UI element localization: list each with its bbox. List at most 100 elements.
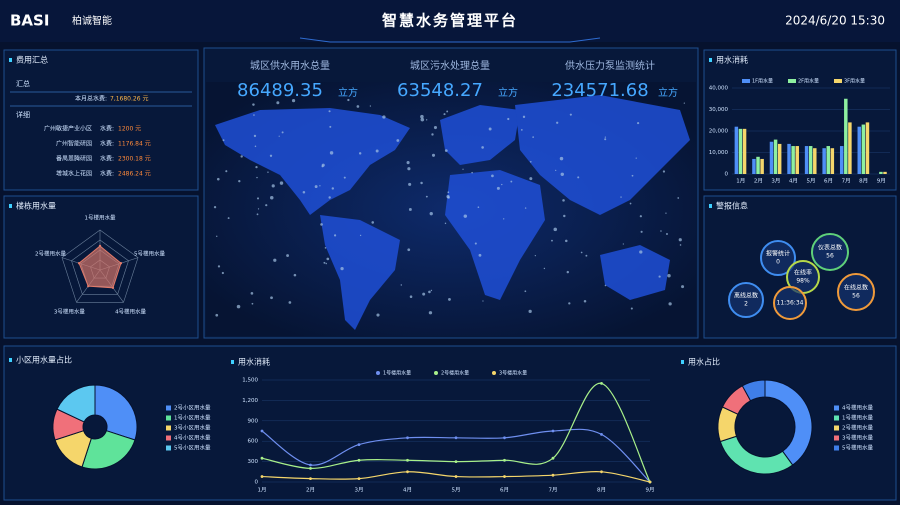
- map-dot: [328, 110, 331, 113]
- legend-swatch: [834, 425, 839, 431]
- bar: [756, 156, 760, 174]
- map-dot: [216, 177, 220, 181]
- legend-label: 3F用水量: [844, 78, 865, 85]
- bar: [777, 143, 782, 174]
- x-tick-label: 6月: [500, 487, 509, 494]
- map-dot: [314, 185, 318, 189]
- x-tick-label: 8月: [597, 487, 606, 494]
- stat-label: 城区污水处理总量: [410, 59, 490, 72]
- bar: [822, 148, 826, 174]
- bubble-label: 报警统计: [766, 250, 790, 258]
- map-dot: [524, 290, 527, 293]
- x-tick-label: 7月: [842, 178, 851, 185]
- map-dot: [321, 165, 324, 168]
- map-dot: [679, 244, 682, 246]
- bubble-value: 0: [776, 259, 780, 266]
- panel-title: 警报信息: [716, 201, 748, 211]
- map-dot: [635, 157, 637, 159]
- map-dot: [551, 239, 553, 242]
- bar: [883, 171, 887, 174]
- map-dot: [250, 292, 254, 295]
- map-dot: [420, 181, 423, 185]
- row-name: 番禺恩腾研园: [56, 155, 92, 163]
- title-marker: [9, 204, 12, 208]
- bubble-label: 离线总数: [734, 292, 758, 300]
- map-dot: [225, 170, 228, 173]
- radar-label: 4号楼用水量: [115, 308, 146, 316]
- bar: [742, 128, 747, 174]
- slice: [741, 379, 766, 402]
- map-dot: [320, 223, 323, 226]
- line-point: [454, 460, 458, 463]
- alarm-bubble: [773, 286, 807, 320]
- x-tick-label: 5月: [452, 487, 461, 494]
- bar: [879, 171, 883, 174]
- map-dot: [255, 166, 258, 169]
- map-dot: [276, 101, 280, 105]
- map-dot: [323, 261, 326, 264]
- header-line: [299, 37, 601, 43]
- map-dot: [677, 197, 680, 199]
- legend-marker: [492, 371, 496, 375]
- legend-swatch: [834, 415, 839, 421]
- legend-label: 2号楼用水量: [441, 370, 469, 377]
- bar: [734, 126, 739, 174]
- radar-label: 3号楼用水量: [54, 308, 85, 316]
- map-dot: [400, 284, 403, 286]
- legend-label: 5号小区用水量: [174, 444, 211, 452]
- map-dot: [254, 145, 257, 148]
- line-point: [551, 456, 555, 460]
- y-tick-label: 0: [725, 172, 729, 178]
- panel-title: 用水消耗: [238, 357, 270, 367]
- stat-unit: 立方: [498, 86, 518, 99]
- radar-area: [78, 245, 122, 289]
- map-dot: [319, 185, 321, 187]
- map-dot: [340, 267, 344, 271]
- map-dot: [555, 169, 557, 172]
- map-dot: [267, 171, 269, 173]
- line-point: [406, 436, 409, 440]
- row-name: 增城水上花园: [56, 170, 92, 178]
- map-dot: [286, 254, 290, 257]
- alarm-bubble: [728, 282, 764, 318]
- map-dot: [569, 113, 572, 116]
- radar-label: 2号楼用水量: [35, 249, 66, 257]
- row-value: 1200 元: [118, 126, 141, 133]
- stat-label: 城区供水用水总量: [250, 59, 330, 72]
- x-tick-label: 7月: [549, 487, 558, 494]
- line-point: [454, 436, 458, 440]
- title-marker: [9, 58, 12, 62]
- map-dot: [604, 136, 607, 138]
- stat-unit: 立方: [658, 86, 678, 99]
- map-dot: [257, 208, 260, 210]
- map-dot: [665, 212, 667, 214]
- map-dot: [488, 127, 492, 131]
- legend-label: 3号楼用水量: [499, 370, 527, 377]
- line-point: [600, 433, 603, 436]
- map-dot: [667, 273, 671, 278]
- map-dot: [333, 234, 337, 237]
- map-dot: [577, 176, 580, 179]
- x-tick-label: 4月: [403, 487, 412, 494]
- map-dot: [496, 186, 500, 190]
- legend-swatch: [166, 445, 171, 451]
- legend-label: 1号楼用水量: [842, 414, 873, 422]
- bar: [830, 148, 835, 174]
- brand: 柏诚智能: [72, 14, 112, 27]
- map-dot: [347, 98, 350, 102]
- bar: [861, 124, 866, 174]
- bar: [844, 98, 848, 174]
- map-dot: [270, 296, 273, 300]
- map-dot: [447, 196, 450, 199]
- line-point: [357, 443, 361, 446]
- y-tick-label: 20,000: [709, 129, 729, 135]
- map-dot: [271, 184, 275, 188]
- line-point: [648, 480, 652, 484]
- title-marker: [709, 204, 712, 208]
- map-dot: [251, 302, 254, 305]
- line-point: [309, 463, 312, 467]
- line-point: [551, 473, 555, 477]
- x-tick-label: 1月: [736, 178, 745, 185]
- bar: [738, 128, 743, 174]
- map-dot: [238, 180, 241, 183]
